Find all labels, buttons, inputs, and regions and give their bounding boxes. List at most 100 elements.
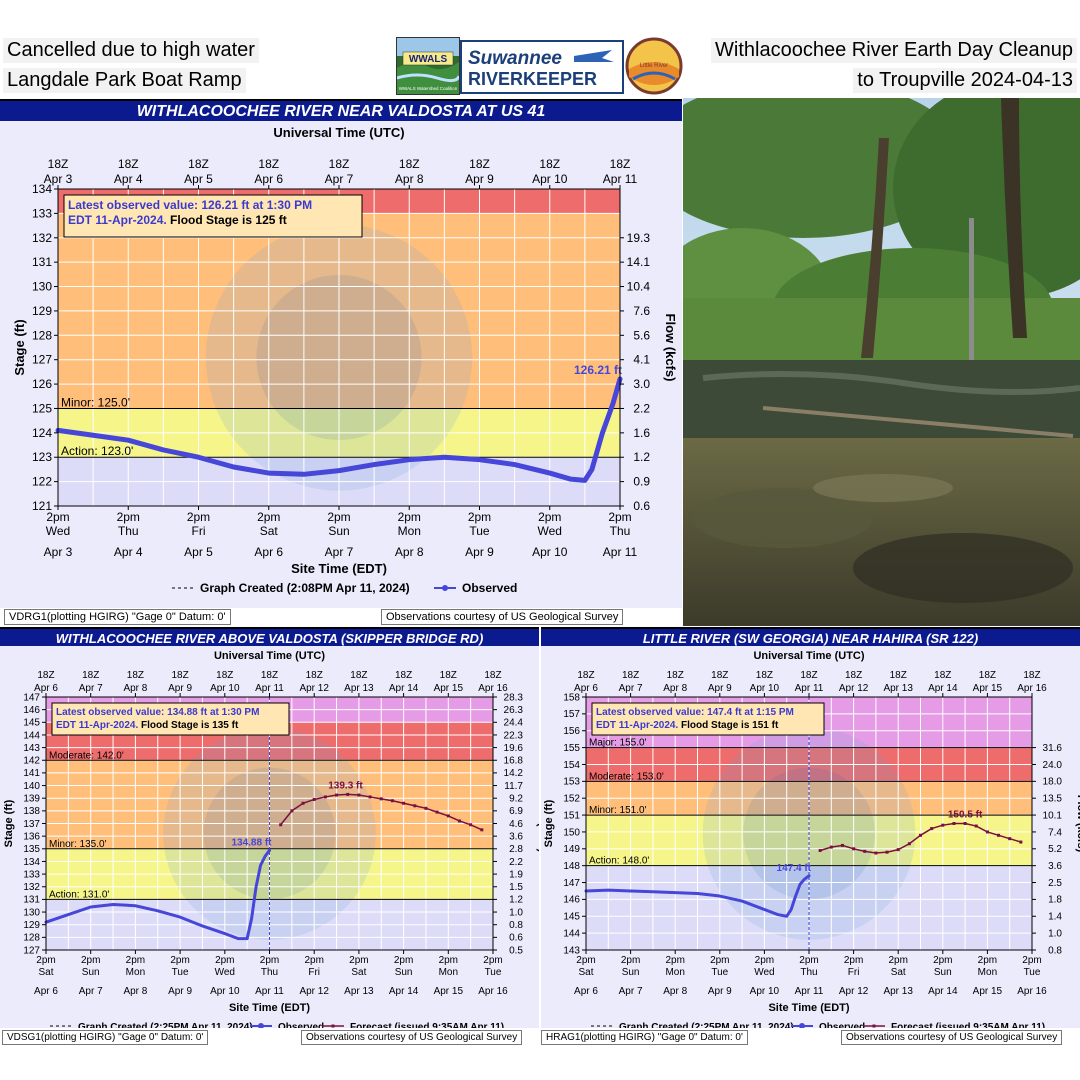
wwals-logo-sub: WWALS Watershed Coalition <box>399 86 458 91</box>
chart2-x-tick-day: Sat <box>38 967 53 978</box>
chart2-x-tick-time: 2pm <box>349 955 368 966</box>
chart2-y-tick-label: 129 <box>23 920 40 931</box>
chart1-x-tick-day: Mon <box>398 524 421 538</box>
chart1-top-tick-date: Apr 8 <box>395 172 424 186</box>
chart2-x-tick-date: Apr 6 <box>34 986 58 997</box>
chart3-y-tick-label: 147 <box>563 878 580 889</box>
chart1-top-tick-zulu: 18Z <box>188 157 209 171</box>
chart2-flow-tick-label: 16.8 <box>504 756 524 767</box>
wwals-logo: WWALS WWALS Watershed Coalition <box>396 37 460 95</box>
chart3-top-tick-date: Apr 6 <box>574 683 598 694</box>
chart2-top-tick-date: Apr 12 <box>299 683 329 694</box>
chart2-x-tick-date: Apr 14 <box>389 986 419 997</box>
chart2-top-tick-zulu: 18Z <box>37 670 54 681</box>
chart3-y-axis-title: Stage (ft) <box>543 799 555 847</box>
chart1-top-tick-zulu: 18Z <box>469 157 490 171</box>
chart2-top-tick-date: Apr 16 <box>478 683 508 694</box>
chart3-forecast-point <box>963 822 967 825</box>
chart1-x-tick-date: Apr 4 <box>114 545 143 559</box>
chart2-forecast-point <box>446 814 450 818</box>
chart2-x-tick-date: Apr 9 <box>168 986 192 997</box>
chart3-legend-forecast-marker <box>872 1024 876 1028</box>
chart1-x-tick-time: 2pm <box>117 510 140 524</box>
chart1-y-tick-label: 134 <box>32 182 52 196</box>
chart3-x-tick-day: Sun <box>934 967 952 978</box>
chart3-x-tick-date: Apr 13 <box>883 986 913 997</box>
chart2-y-tick-label: 141 <box>23 768 40 779</box>
chart2-flow-tick-label: 11.7 <box>504 781 523 792</box>
chart1-flow-tick-label: 19.3 <box>627 231 651 245</box>
chart2-x-tick-day: Tue <box>485 967 502 978</box>
chart1-x-tick-time: 2pm <box>187 510 210 524</box>
chart2-top-tick-zulu: 18Z <box>484 670 501 681</box>
chart3-y-tick-label: 155 <box>563 743 580 754</box>
chart1-info-flood-stage: Flood Stage is 125 ft <box>170 213 287 227</box>
chart3-flow-tick-label: 31.6 <box>1043 743 1063 754</box>
chart2-y-tick-label: 140 <box>23 781 40 792</box>
chart2-x-tick-date: Apr 15 <box>434 986 464 997</box>
chart2-flow-tick-label: 1.5 <box>509 882 523 893</box>
chart3-x-tick-time: 2pm <box>576 955 595 966</box>
chart2-y-tick-label: 143 <box>23 743 40 754</box>
chart1-x-tick-time: 2pm <box>257 510 280 524</box>
chart1-x-axis-title: Site Time (EDT) <box>291 561 387 576</box>
chart3-forecast-point <box>852 847 856 851</box>
chart1-observed-line <box>55 376 623 483</box>
chart1-flow-tick-label: 5.6 <box>633 328 650 342</box>
chart3-x-tick-time: 2pm <box>799 955 818 966</box>
chart3-forecast-point <box>863 849 867 853</box>
chart2-flow-tick-label: 24.4 <box>504 718 524 729</box>
chart2-y-tick-label: 144 <box>23 730 40 741</box>
chart3-x-tick-date: Apr 15 <box>973 986 1003 997</box>
chart3-observed-line <box>584 874 811 918</box>
chart3-top-tick-date: Apr 12 <box>839 683 869 694</box>
chart2-x-tick-day: Mon <box>126 967 145 978</box>
chart2-top-tick-zulu: 18Z <box>261 670 278 681</box>
chart2-top-tick-date: Apr 14 <box>389 683 419 694</box>
chart3-y-tick-label: 149 <box>563 844 580 855</box>
chart3-x-tick-day: Sat <box>891 967 906 978</box>
chart3-flow-tick-label: 10.1 <box>1043 810 1063 821</box>
chart1-legend-created: Graph Created (2:08PM Apr 11, 2024) <box>200 581 410 595</box>
chart2-top-tick-zulu: 18Z <box>440 670 457 681</box>
chart1-y-tick-label: 133 <box>32 206 52 220</box>
chart1-y-tick-label: 131 <box>32 255 52 269</box>
chart2-y-axis-title: Stage (ft) <box>3 799 15 847</box>
chart1-y-tick-label: 132 <box>32 231 52 245</box>
chart3-legend-created: Graph Created (2:25PM Apr 11, 2024) <box>619 1022 794 1028</box>
chart2-forecast-point <box>323 795 327 799</box>
chart1-flow-tick-label: 1.6 <box>633 426 650 440</box>
chart2-x-tick-time: 2pm <box>215 955 234 966</box>
chart1-x-tick-date: Apr 10 <box>532 545 568 559</box>
chart3-forecast-point <box>840 843 844 847</box>
chart2-top-tick-date: Apr 15 <box>434 683 464 694</box>
chart3-x-tick-day: Tue <box>1024 967 1041 978</box>
chart1-y-tick-label: 128 <box>32 328 52 342</box>
chart2-y-tick-label: 146 <box>23 705 40 716</box>
chart3-footer-datum: HRAG1(plotting HGIRG) "Gage 0" Datum: 0' <box>541 1030 748 1045</box>
chart2-forecast-point <box>290 809 294 813</box>
chart3-x-axis-title: Site Time (EDT) <box>768 1002 849 1014</box>
chart2-y-tick-label: 147 <box>23 692 40 703</box>
chart3-x-tick-day: Mon <box>665 967 684 978</box>
chart1-top-tick-zulu: 18Z <box>399 157 420 171</box>
chart2-forecast-point <box>413 804 417 808</box>
chart3-forecast-point <box>919 833 922 837</box>
chart3-y-tick-label: 146 <box>563 895 580 906</box>
chart2-x-tick-date: Apr 11 <box>255 986 284 997</box>
chart3-observed-value-label: 147.4 ft <box>777 863 812 874</box>
chart2-top-tick-zulu: 18Z <box>127 670 144 681</box>
chart2-y-tick-label: 137 <box>23 819 40 830</box>
chart1-y-tick-label: 122 <box>32 475 52 489</box>
chart3-x-tick-day: Sat <box>578 967 593 978</box>
chart2-x-tick-day: Tue <box>172 967 189 978</box>
chart2-flow-tick-label: 1.2 <box>509 895 523 906</box>
chart3-y-tick-label: 144 <box>563 928 580 939</box>
chart1-top-tick-date: Apr 6 <box>254 172 283 186</box>
chart2-flow-tick-label: 0.8 <box>509 920 523 931</box>
chart1-flow-tick-label: 10.4 <box>627 280 651 294</box>
chart1-x-tick-date: Apr 3 <box>44 545 73 559</box>
chart2-x-tick-day: Sun <box>395 967 413 978</box>
chart2-top-tick-zulu: 18Z <box>306 670 323 681</box>
chart2-x-tick-time: 2pm <box>260 955 279 966</box>
